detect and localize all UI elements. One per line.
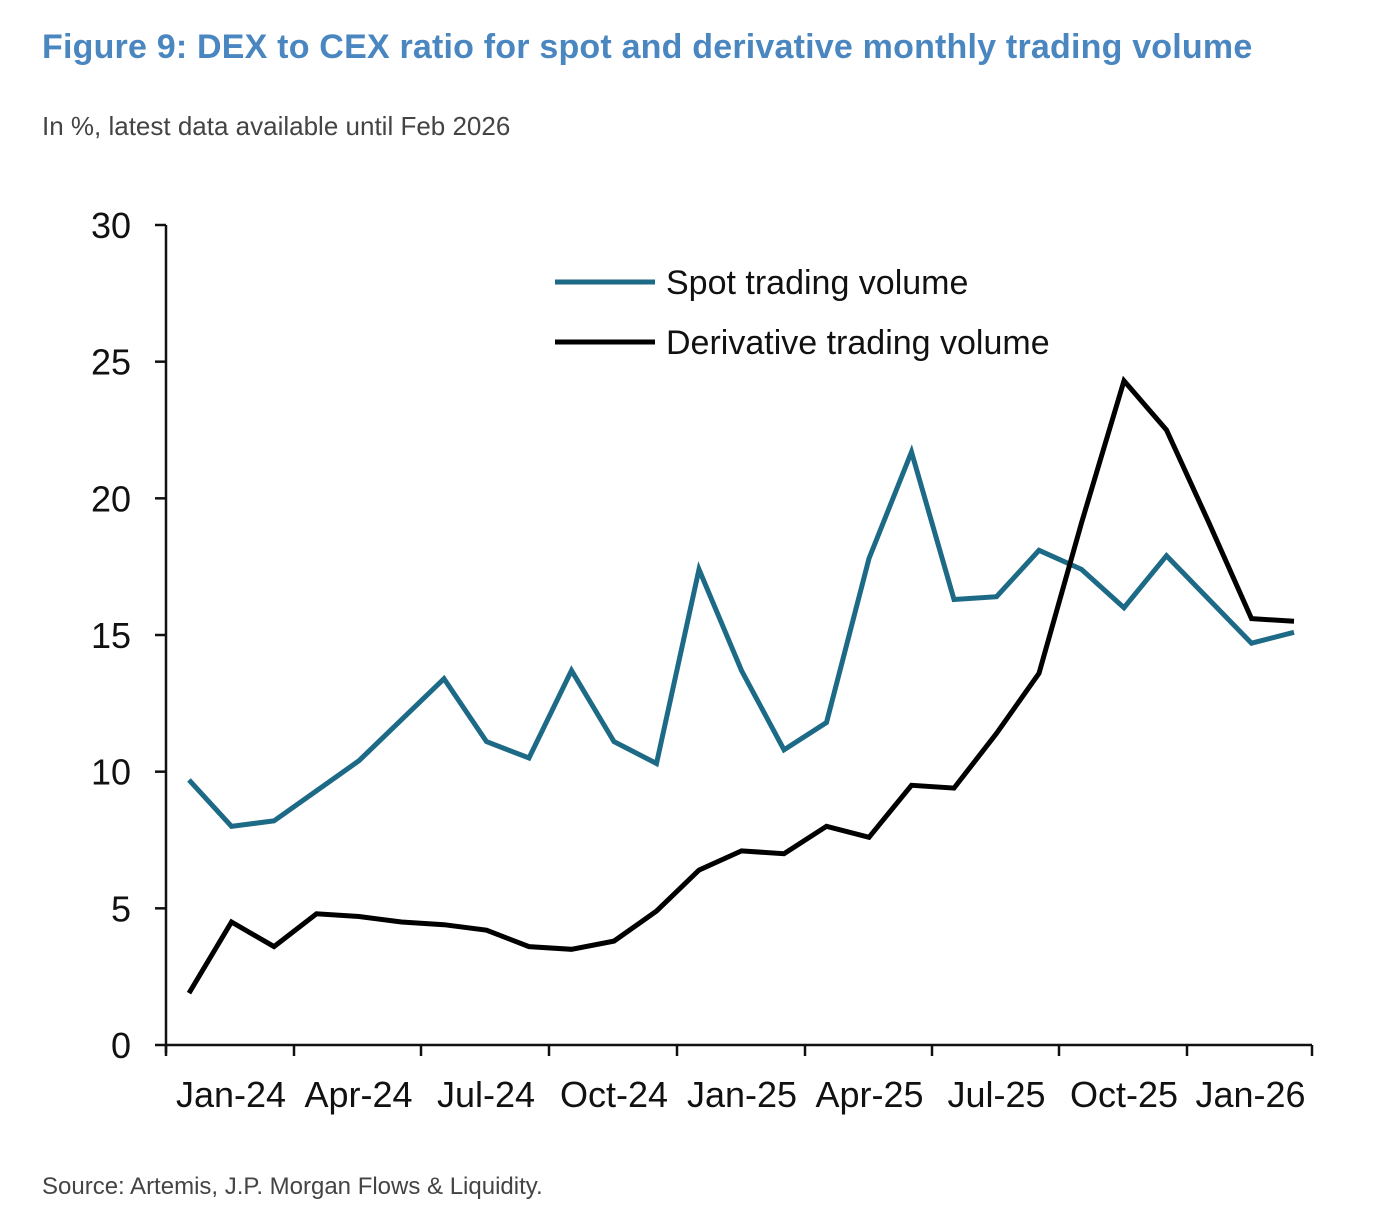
axes: 0 5 10 15 20 25 30 Jan-24 Apr-24 Jul-24 Oct-24 Jan-… [91, 205, 1314, 1115]
figure-title: Figure 9: DEX to CEX ratio for spot and … [42, 28, 1253, 66]
x-tick-label: Oct-24 [560, 1074, 668, 1115]
spot-series-line [187, 444, 1295, 829]
x-tick-label: Apr-24 [304, 1074, 412, 1115]
y-tick-label: 10 [91, 752, 131, 793]
source-note: Source: Artemis, J.P. Morgan Flows & Liq… [42, 1173, 543, 1200]
y-tick-label: 25 [91, 342, 131, 383]
figure-subtitle: In %, latest data available until Feb 20… [42, 111, 511, 141]
x-tick-label: Jul-25 [947, 1074, 1045, 1115]
y-tick-label: 0 [111, 1025, 131, 1066]
y-tick-label: 5 [111, 888, 131, 929]
x-tick-label: Jul-24 [437, 1074, 535, 1115]
x-tick-label: Jan-26 [1195, 1074, 1305, 1115]
y-tick-label: 30 [91, 205, 131, 246]
y-tick-label: 15 [91, 615, 131, 656]
x-tick-label: Jan-25 [687, 1074, 797, 1115]
x-tick-label: Apr-25 [815, 1074, 923, 1115]
series-group [186, 375, 1295, 995]
legend-label-derivative: Derivative trading volume [666, 324, 1050, 362]
legend-label-spot: Spot trading volume [666, 264, 968, 302]
x-tick-label: Jan-24 [176, 1074, 286, 1115]
legend: Spot trading volume Derivative trading vo… [555, 264, 1050, 362]
y-tick-label: 20 [91, 478, 131, 519]
derivative-series-line [186, 375, 1295, 995]
x-tick-label: Oct-25 [1070, 1074, 1178, 1115]
